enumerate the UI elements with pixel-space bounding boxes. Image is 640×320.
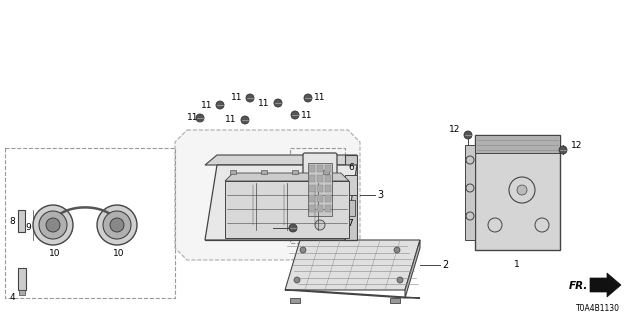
Text: 11: 11: [186, 114, 198, 123]
Text: 6: 6: [348, 163, 354, 172]
Circle shape: [33, 205, 73, 245]
Text: 12: 12: [449, 125, 460, 134]
Circle shape: [291, 111, 299, 119]
Polygon shape: [205, 165, 357, 240]
Circle shape: [97, 205, 137, 245]
Text: 12: 12: [260, 223, 271, 233]
Text: 11: 11: [314, 93, 326, 102]
Text: 11: 11: [230, 93, 242, 102]
Bar: [309, 205, 315, 212]
Text: 3: 3: [377, 190, 383, 200]
Circle shape: [397, 277, 403, 283]
Circle shape: [464, 131, 472, 139]
Bar: [19, 290, 25, 295]
Bar: [475, 135, 560, 153]
Bar: [290, 298, 300, 303]
Circle shape: [300, 247, 306, 253]
Polygon shape: [590, 273, 621, 297]
Bar: [308, 163, 332, 216]
Circle shape: [517, 185, 527, 195]
Text: 2: 2: [442, 260, 448, 270]
Polygon shape: [405, 240, 420, 298]
Text: 11: 11: [200, 100, 212, 109]
Polygon shape: [225, 173, 349, 181]
Circle shape: [394, 247, 400, 253]
Text: 7: 7: [347, 219, 353, 228]
Bar: [317, 205, 323, 212]
Bar: [309, 175, 315, 182]
Bar: [309, 195, 315, 202]
Bar: [317, 185, 323, 192]
Polygon shape: [285, 240, 420, 290]
Text: 12: 12: [571, 140, 582, 149]
Text: 10: 10: [113, 249, 125, 258]
Text: T0A4B1130: T0A4B1130: [576, 304, 620, 313]
Bar: [323, 170, 329, 174]
Bar: [18, 210, 25, 232]
Circle shape: [103, 211, 131, 239]
Circle shape: [304, 94, 312, 102]
Text: 11: 11: [301, 110, 312, 119]
Bar: [465, 145, 475, 240]
Bar: [225, 181, 349, 238]
Text: 10: 10: [49, 249, 61, 258]
Bar: [5, 148, 175, 298]
Text: 4: 4: [10, 293, 15, 302]
Text: 5: 5: [281, 201, 287, 210]
Polygon shape: [285, 290, 420, 298]
Polygon shape: [175, 130, 360, 260]
Bar: [292, 170, 298, 174]
Circle shape: [216, 101, 224, 109]
Text: 11: 11: [257, 99, 269, 108]
Bar: [317, 165, 323, 172]
Bar: [309, 185, 315, 192]
Bar: [390, 298, 400, 303]
Bar: [261, 170, 267, 174]
Circle shape: [246, 94, 254, 102]
Polygon shape: [345, 155, 357, 240]
Circle shape: [274, 99, 282, 107]
Bar: [345, 200, 355, 216]
Text: 11: 11: [225, 116, 236, 124]
Circle shape: [315, 220, 325, 230]
Bar: [309, 165, 315, 172]
Bar: [317, 195, 323, 202]
Text: FR.: FR.: [568, 281, 588, 291]
Circle shape: [39, 211, 67, 239]
Bar: [290, 148, 345, 243]
Bar: [325, 185, 331, 192]
Text: 1: 1: [514, 260, 520, 269]
Circle shape: [241, 116, 249, 124]
Circle shape: [196, 114, 204, 122]
Bar: [475, 135, 560, 250]
Circle shape: [46, 218, 60, 232]
Bar: [230, 170, 236, 174]
Text: 9: 9: [25, 222, 31, 231]
Circle shape: [289, 224, 297, 232]
Bar: [325, 205, 331, 212]
FancyBboxPatch shape: [303, 153, 337, 232]
Bar: [345, 175, 357, 195]
Polygon shape: [205, 155, 357, 165]
Bar: [325, 175, 331, 182]
Bar: [325, 195, 331, 202]
Bar: [18, 268, 26, 290]
Circle shape: [294, 277, 300, 283]
Bar: [325, 165, 331, 172]
Bar: [317, 175, 323, 182]
Circle shape: [110, 218, 124, 232]
Circle shape: [559, 146, 567, 154]
Text: 8: 8: [9, 217, 15, 226]
